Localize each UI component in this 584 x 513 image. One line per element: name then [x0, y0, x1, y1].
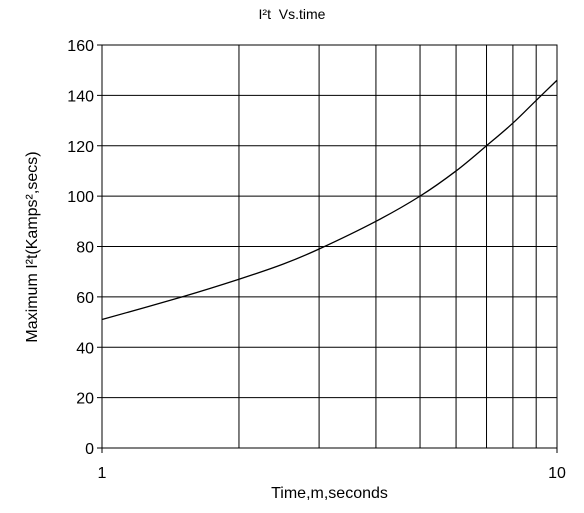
y-tick-label-100: 100	[67, 189, 94, 206]
y-tick-label-160: 160	[67, 38, 94, 55]
x-tick-labels: 1 10	[98, 465, 566, 482]
y-tick-label-20: 20	[76, 391, 94, 408]
y-tick-label-40: 40	[76, 340, 94, 357]
y-tick-label-0: 0	[85, 441, 94, 458]
grid	[97, 44, 558, 453]
series-line-0	[101, 79, 558, 321]
chart-title: I²t Vs.time	[258, 6, 326, 22]
y-tick-label-80: 80	[76, 240, 94, 257]
series-layer	[101, 79, 558, 321]
y-tick-labels: 0 20 40 60 80 100 120 140 160	[67, 38, 94, 458]
plot-frame	[101, 44, 558, 449]
y-tick-label-120: 120	[67, 139, 94, 156]
y-axis-label: Maximum I²t(Kamps²,secs)	[24, 151, 41, 343]
x-tick-label-1: 1	[98, 465, 107, 482]
x-tick-label-10: 10	[548, 465, 566, 482]
y-tick-label-140: 140	[67, 88, 94, 105]
y-tick-label-60: 60	[76, 290, 94, 307]
x-axis-label: Time,m,seconds	[271, 485, 388, 502]
